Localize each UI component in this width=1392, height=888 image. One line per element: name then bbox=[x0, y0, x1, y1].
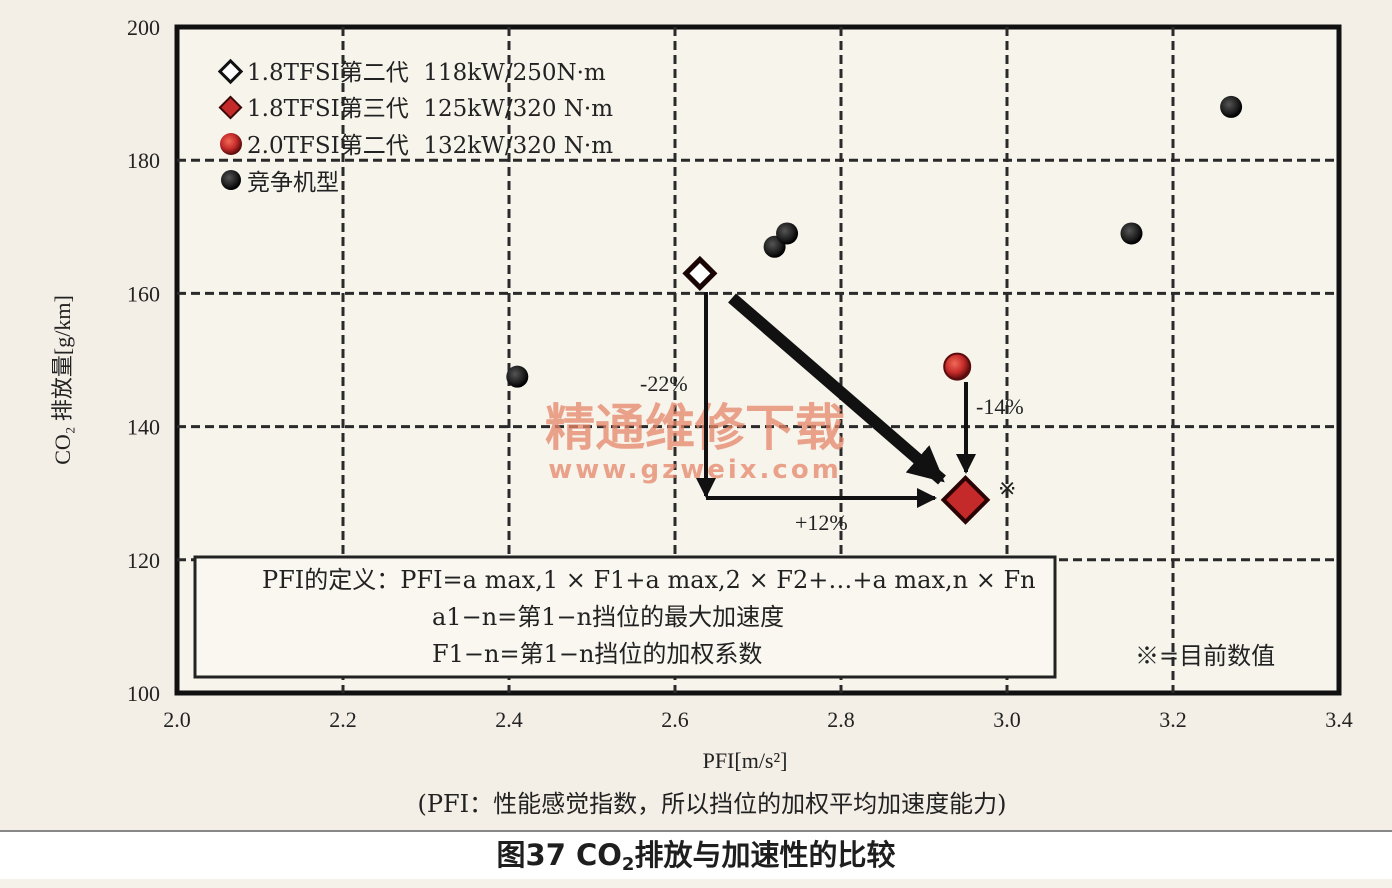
x-tick-label: 2.0 bbox=[163, 707, 191, 732]
arrow-big-trend bbox=[728, 293, 946, 485]
figure-caption: 图37 CO2排放与加速性的比较 bbox=[0, 830, 1392, 879]
x-tick-label: 2.8 bbox=[827, 707, 855, 732]
legend-item-18tfsi-gen3: 1.8TFSI第三代 125kW/320 N·m bbox=[218, 95, 613, 122]
chart-subtitle: (PFI：性能感觉指数，所以挡位的加权平均加速度能力) bbox=[417, 790, 1006, 818]
caption-suffix: 排放与加速性的比较 bbox=[634, 838, 896, 872]
x-tick-label: 3.0 bbox=[993, 707, 1021, 732]
caption-subscript: 2 bbox=[621, 854, 635, 875]
data-point-diamond-filled bbox=[940, 475, 991, 525]
watermark-line2: www.gzweix.com bbox=[548, 455, 842, 485]
x-tick-label: 2.2 bbox=[329, 707, 357, 732]
legend-label-20tfsi-gen2: 2.0TFSI第二代 132kW/320 N·m bbox=[247, 133, 613, 159]
y-tick-labels: 100 120 140 160 180 200 bbox=[127, 15, 160, 706]
annotation-minus22: -22% bbox=[640, 371, 688, 396]
chart-figure: 2.0 2.2 2.4 2.6 2.8 3.0 3.2 3.4 100 120 140 160 180… bbox=[50, 15, 1353, 818]
x-tick-label: 2.4 bbox=[495, 707, 523, 732]
data-point-circle-black bbox=[1220, 95, 1243, 118]
data-point-diamond-hollow bbox=[682, 255, 718, 291]
definition-box: PFI的定义：PFI=a max,1 × F1+a max,2 × F2+…+a… bbox=[193, 555, 1057, 679]
annotation-plus12: +12% bbox=[795, 510, 848, 535]
legend-label-18tfsi-gen3: 1.8TFSI第三代 125kW/320 N·m bbox=[247, 96, 613, 122]
y-tick-label: 200 bbox=[127, 15, 160, 40]
y-tick-label: 160 bbox=[127, 281, 160, 306]
watermark-line1: 精通维修下载 bbox=[545, 399, 845, 457]
current-value-note: ※=目前数值 bbox=[1135, 642, 1275, 670]
annotation-current-mark: ※ bbox=[998, 476, 1016, 501]
data-point-circle-red bbox=[943, 352, 972, 381]
data-point-circle-black bbox=[506, 365, 529, 388]
data-points bbox=[506, 95, 1243, 525]
y-tick-label: 100 bbox=[127, 681, 160, 706]
legend-item-competitors: 竞争机型 bbox=[221, 170, 339, 196]
x-tick-labels: 2.0 2.2 2.4 2.6 2.8 3.0 3.2 3.4 bbox=[163, 707, 1353, 732]
legend-item-20tfsi-gen2: 2.0TFSI第二代 132kW/320 N·m bbox=[220, 133, 613, 159]
chart-svg: 2.0 2.2 2.4 2.6 2.8 3.0 3.2 3.4 100 120 140 160 180… bbox=[50, 15, 1353, 818]
hollow-diamond-icon bbox=[217, 58, 244, 85]
x-tick-label: 3.4 bbox=[1325, 707, 1353, 732]
red-circle-icon bbox=[220, 133, 242, 155]
legend-label-competitors: 竞争机型 bbox=[247, 170, 339, 196]
legend-label-18tfsi-gen2: 1.8TFSI第二代 118kW/250N·m bbox=[247, 60, 606, 86]
x-tick-label: 2.6 bbox=[661, 707, 689, 732]
definition-line2: a1−n=第1−n挡位的最大加速度 bbox=[432, 603, 784, 631]
black-circle-icon bbox=[221, 170, 241, 190]
legend-item-18tfsi-gen2: 1.8TFSI第二代 118kW/250N·m bbox=[217, 58, 606, 86]
definition-line3: F1−n=第1−n挡位的加权系数 bbox=[432, 640, 762, 668]
caption-prefix: 图37 CO bbox=[496, 838, 622, 872]
y-tick-label: 180 bbox=[127, 148, 160, 173]
definition-line1: PFI的定义：PFI=a max,1 × F1+a max,2 × F2+…+a… bbox=[262, 566, 1036, 594]
y-tick-label: 120 bbox=[127, 548, 160, 573]
legend: 1.8TFSI第二代 118kW/250N·m 1.8TFSI第三代 125kW… bbox=[217, 58, 613, 196]
x-axis-title: PFI[m/s²] bbox=[703, 748, 788, 773]
data-point-circle-black bbox=[1120, 222, 1143, 245]
annotation-minus14: -14% bbox=[976, 394, 1024, 419]
y-tick-label: 140 bbox=[127, 415, 160, 440]
data-point-circle-black bbox=[776, 222, 799, 245]
x-tick-label: 3.2 bbox=[1159, 707, 1187, 732]
y-axis-title: CO₂ 排放量[g/km] bbox=[50, 295, 75, 465]
red-diamond-icon bbox=[218, 95, 243, 120]
